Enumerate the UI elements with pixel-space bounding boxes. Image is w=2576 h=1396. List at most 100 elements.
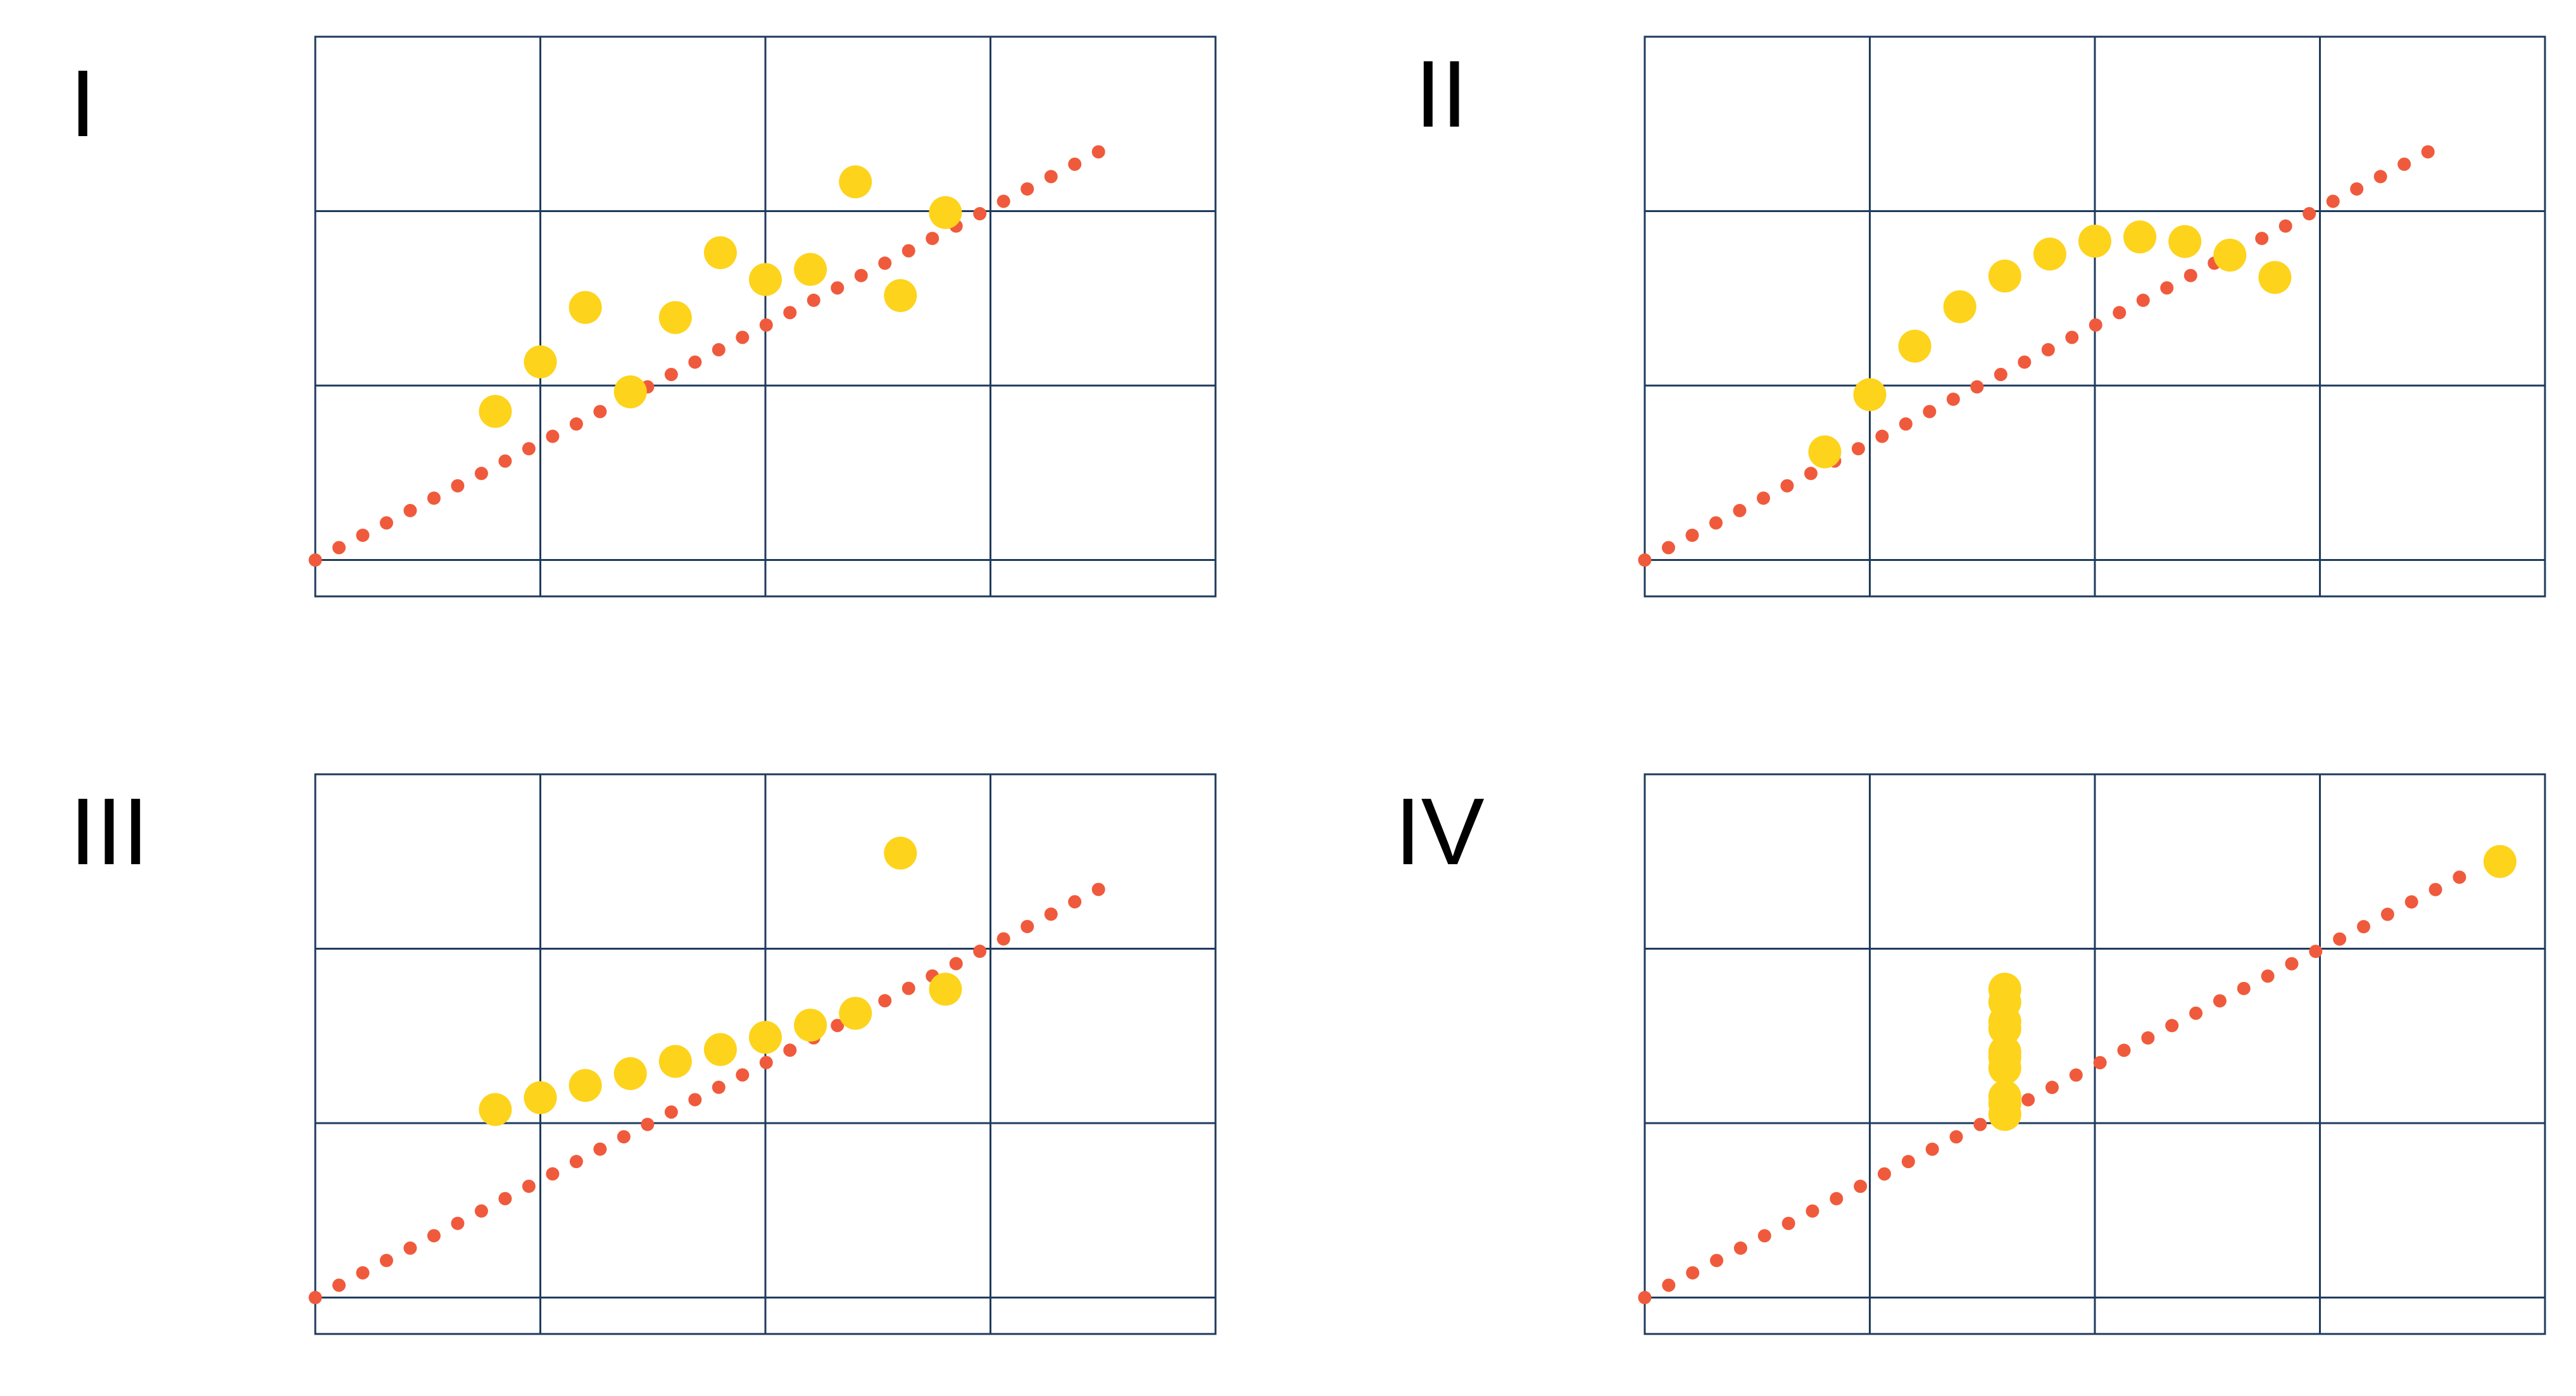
regression-dot bbox=[1021, 919, 1034, 933]
data-point bbox=[794, 1009, 827, 1042]
data-point bbox=[1988, 1005, 2021, 1038]
data-point bbox=[1853, 378, 1887, 412]
regression-dot bbox=[1044, 170, 1058, 184]
data-point bbox=[703, 236, 737, 270]
regression-dot bbox=[1854, 1179, 1868, 1193]
regression-dot bbox=[2183, 268, 2197, 282]
regression-dot bbox=[379, 1254, 393, 1267]
regression-dot bbox=[474, 467, 488, 481]
regression-dot bbox=[2213, 994, 2227, 1008]
grid bbox=[314, 773, 1217, 1335]
regression-dot bbox=[2453, 871, 2466, 884]
regression-dot bbox=[1781, 1216, 1795, 1230]
regression-dot bbox=[949, 957, 963, 971]
regression-dot bbox=[902, 981, 915, 995]
regression-dot bbox=[2373, 170, 2387, 184]
regression-dot bbox=[522, 442, 536, 456]
regression-dot bbox=[1757, 1229, 1771, 1243]
regression-dot bbox=[593, 405, 607, 418]
panel-i: I bbox=[70, 35, 1217, 598]
data-point bbox=[479, 1093, 512, 1126]
regression-dot bbox=[973, 945, 987, 959]
regression-dot bbox=[996, 932, 1010, 946]
regression-line bbox=[1638, 145, 2435, 567]
regression-dot bbox=[736, 1068, 750, 1082]
grid bbox=[1643, 773, 2546, 1335]
data-point bbox=[2213, 238, 2247, 272]
regression-dot bbox=[688, 355, 702, 369]
regression-dot bbox=[2045, 1081, 2059, 1095]
regression-dot bbox=[1949, 1130, 1963, 1144]
regression-dot bbox=[902, 244, 915, 258]
data-point bbox=[703, 1033, 737, 1066]
regression-dot bbox=[1973, 1117, 1987, 1131]
regression-dot bbox=[831, 1019, 845, 1033]
regression-line bbox=[308, 145, 1105, 567]
regression-dot bbox=[2285, 957, 2299, 971]
regression-dot bbox=[759, 318, 773, 332]
regression-dot bbox=[474, 1204, 488, 1218]
regression-dot bbox=[2189, 1006, 2203, 1020]
regression-dot bbox=[403, 503, 417, 517]
regression-dot bbox=[451, 1216, 465, 1230]
regression-dot bbox=[332, 1278, 346, 1292]
data-point bbox=[794, 253, 827, 286]
regression-dot bbox=[2397, 157, 2411, 171]
regression-dot bbox=[2357, 920, 2371, 934]
regression-dot bbox=[1638, 1291, 1652, 1305]
regression-dot bbox=[1851, 442, 1865, 456]
regression-dot bbox=[1901, 1155, 1915, 1169]
regression-dot bbox=[1899, 417, 1913, 431]
regression-dot bbox=[664, 1105, 678, 1119]
panel-label: III bbox=[70, 778, 149, 884]
regression-dot bbox=[2089, 318, 2102, 332]
data-point bbox=[2078, 224, 2111, 258]
regression-dot bbox=[1733, 1241, 1747, 1255]
regression-dot bbox=[1923, 405, 1937, 418]
regression-dot bbox=[2278, 219, 2292, 233]
regression-dot bbox=[1830, 1192, 1844, 1205]
regression-dot bbox=[2069, 1068, 2083, 1082]
data-point bbox=[1988, 1040, 2021, 1074]
regression-dot bbox=[546, 429, 560, 443]
regression-dot bbox=[1925, 1142, 1939, 1156]
regression-dot bbox=[641, 1117, 655, 1131]
regression-dot bbox=[356, 1266, 370, 1280]
regression-dot bbox=[498, 1192, 512, 1205]
regression-dot bbox=[2160, 281, 2174, 295]
panel-iv: IV bbox=[1395, 773, 2546, 1335]
data-point bbox=[1808, 435, 1842, 468]
data-point bbox=[479, 394, 512, 428]
regression-dot bbox=[1638, 553, 1652, 567]
regression-dot bbox=[2113, 306, 2127, 320]
regression-dot bbox=[2141, 1031, 2155, 1045]
plot-frame bbox=[1643, 773, 2546, 1335]
regression-dot bbox=[1878, 1167, 1892, 1181]
regression-dot bbox=[996, 194, 1010, 208]
regression-dot bbox=[451, 479, 465, 493]
regression-dot bbox=[664, 367, 678, 381]
regression-dot bbox=[2018, 355, 2032, 369]
regression-dot bbox=[1804, 467, 1818, 481]
regression-dot bbox=[2021, 1093, 2035, 1107]
regression-dot bbox=[2303, 207, 2316, 221]
regression-dot bbox=[1021, 182, 1034, 196]
regression-dot bbox=[1044, 907, 1058, 921]
data-points bbox=[1988, 845, 2516, 1131]
data-points bbox=[479, 165, 962, 428]
regression-dot bbox=[2093, 1055, 2107, 1069]
data-point bbox=[569, 1069, 602, 1102]
data-point bbox=[1988, 260, 2021, 293]
regression-dot bbox=[1756, 491, 1770, 505]
regression-dot bbox=[2041, 343, 2055, 356]
plot-frame bbox=[314, 35, 1217, 598]
regression-dot bbox=[854, 268, 868, 282]
data-point bbox=[749, 1021, 782, 1054]
regression-dot bbox=[593, 1142, 607, 1156]
regression-dot bbox=[783, 306, 797, 320]
regression-dot bbox=[2428, 883, 2442, 896]
regression-line bbox=[308, 883, 1105, 1305]
data-point bbox=[569, 291, 602, 324]
data-point bbox=[929, 972, 962, 1006]
regression-dot bbox=[2350, 182, 2364, 196]
